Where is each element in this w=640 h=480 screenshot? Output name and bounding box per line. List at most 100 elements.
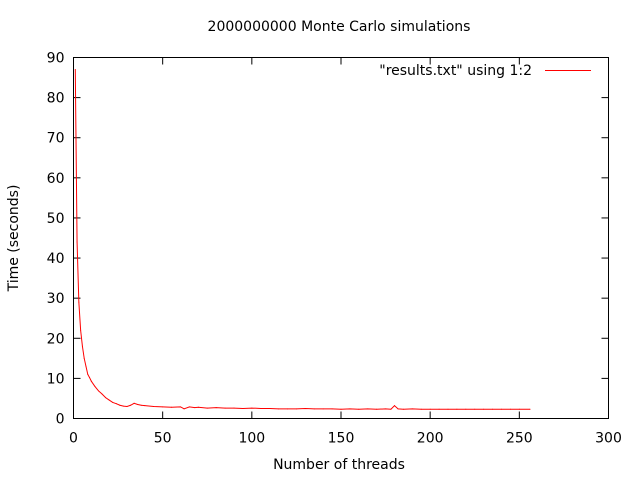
data-point: [509, 408, 511, 410]
x-axis: 0 50 100 150 200 250 300: [69, 57, 622, 447]
data-point: [376, 408, 378, 410]
plot-area-border: [73, 57, 609, 419]
y-axis: 0 10 20 30 40 50 60 70 80 90: [47, 51, 609, 428]
data-point: [80, 329, 82, 331]
data-point: [304, 407, 306, 409]
data-point: [420, 408, 422, 410]
data-point: [122, 405, 124, 407]
data-point: [465, 408, 467, 410]
data-point: [233, 407, 235, 409]
data-point: [180, 406, 181, 408]
data-point: [295, 408, 297, 410]
data-point: [90, 380, 92, 382]
data-point: [94, 385, 96, 387]
data-point: [78, 301, 80, 303]
data-point: [162, 406, 164, 408]
data-point: [313, 408, 315, 410]
data-point: [144, 405, 146, 407]
data-point: [394, 405, 395, 407]
x-tick-label: 0: [69, 431, 78, 447]
data-point: [153, 405, 155, 407]
chart-title: 2000000000 Monte Carlo simulations: [208, 19, 471, 35]
data-point: [474, 408, 476, 410]
data-point: [518, 408, 520, 410]
data-point: [349, 408, 351, 410]
data-point: [119, 404, 121, 406]
legend-label: "results.txt" using 1:2: [379, 63, 532, 79]
y-tick-label: 80: [47, 91, 65, 107]
data-point: [87, 373, 89, 375]
data-point: [331, 408, 333, 410]
x-tick-label: 200: [417, 431, 444, 447]
data-point: [483, 408, 485, 410]
y-tick-label: 20: [47, 331, 65, 347]
data-point: [97, 390, 99, 392]
data-point: [140, 404, 142, 406]
data-point: [171, 406, 173, 408]
data-point: [206, 407, 208, 409]
legend: "results.txt" using 1:2: [379, 63, 591, 79]
data-point: [438, 408, 440, 410]
data-point: [133, 402, 135, 404]
data-point: [242, 407, 244, 409]
x-tick-label: 250: [506, 431, 533, 447]
data-point: [385, 408, 387, 410]
data-point: [358, 408, 360, 410]
data-point: [183, 408, 185, 410]
data-point: [501, 408, 502, 410]
data-point: [197, 406, 199, 408]
data-point: [397, 408, 399, 410]
data-point: [429, 408, 431, 410]
series-layer: [74, 69, 531, 410]
y-tick-label: 0: [56, 412, 65, 428]
y-tick-label: 60: [47, 171, 65, 187]
x-tick-label: 100: [238, 431, 265, 447]
data-point: [287, 408, 288, 410]
data-point: [194, 407, 196, 409]
data-point: [340, 408, 342, 410]
data-point: [251, 407, 253, 409]
x-tick-label: 150: [328, 431, 355, 447]
data-point: [456, 408, 458, 410]
data-point: [89, 377, 91, 379]
data-point: [112, 401, 114, 403]
data-point: [108, 399, 110, 401]
data-point: [85, 365, 87, 367]
data-point: [411, 408, 413, 410]
y-tick-label: 40: [47, 251, 65, 267]
data-point: [492, 408, 494, 410]
data-point: [130, 404, 132, 406]
series-line-0: [74, 69, 531, 410]
data-point: [224, 407, 226, 409]
data-point: [269, 407, 271, 409]
data-point: [390, 408, 392, 410]
y-tick-label: 30: [47, 291, 65, 307]
data-point: [188, 406, 190, 408]
y-tick-label: 70: [47, 131, 65, 147]
data-point: [115, 403, 117, 405]
data-point: [322, 408, 324, 410]
x-tick-label: 300: [595, 431, 622, 447]
data-point: [278, 408, 280, 410]
data-point: [447, 408, 449, 410]
data-point: [105, 397, 107, 399]
data-point: [126, 405, 128, 407]
data-point: [137, 403, 139, 405]
y-tick-label: 50: [47, 211, 65, 227]
y-tick-label: 10: [47, 371, 65, 387]
data-point: [529, 408, 531, 410]
data-point: [402, 408, 404, 410]
x-axis-label: Number of threads: [273, 457, 405, 473]
data-point: [215, 407, 217, 409]
y-axis-label: Time (seconds): [6, 185, 22, 293]
data-point: [101, 393, 103, 395]
data-point: [367, 408, 369, 410]
data-point: [83, 357, 85, 359]
y-tick-label: 90: [47, 51, 65, 67]
data-point: [260, 407, 262, 409]
data-point: [74, 69, 76, 71]
data-point: [76, 241, 78, 243]
x-tick-label: 50: [154, 431, 172, 447]
data-point: [81, 345, 83, 347]
